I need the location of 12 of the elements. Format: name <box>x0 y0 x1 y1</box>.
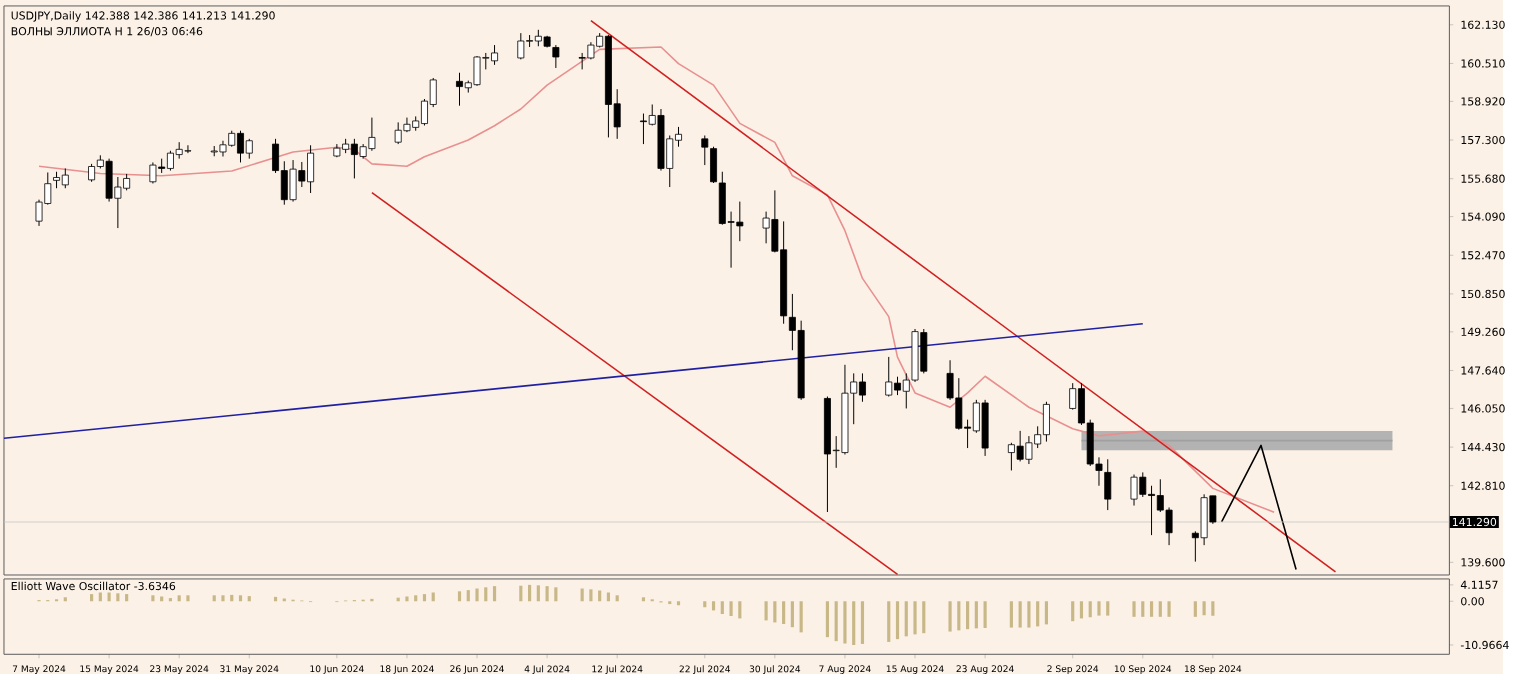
candlestick <box>552 44 560 69</box>
candlestick <box>981 399 989 457</box>
candlestick <box>517 32 525 60</box>
candlestick <box>701 134 709 166</box>
line-series <box>38 45 1275 513</box>
candlestick <box>710 145 718 184</box>
candlestick <box>61 167 69 189</box>
candlestick <box>245 138 253 159</box>
candlestick <box>885 356 893 397</box>
candlestick <box>149 161 157 184</box>
candlestick <box>1104 458 1112 511</box>
candlestick <box>1042 400 1050 442</box>
